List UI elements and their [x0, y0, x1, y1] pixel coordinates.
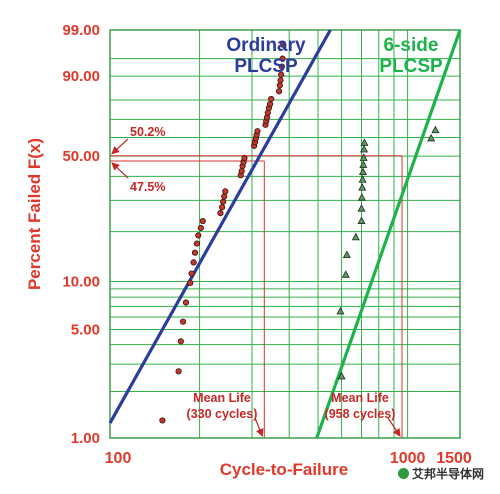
data-point-ordinary [275, 88, 283, 95]
data-point-6side [357, 216, 366, 224]
data-point-ordinary [217, 210, 224, 217]
data-point-6side [359, 153, 368, 161]
mean-life-label-line: (958 cycles) [325, 407, 396, 421]
data-point-ordinary [277, 77, 284, 84]
data-point-6side [360, 138, 369, 146]
watermark-text: 艾邦半导体网 [412, 467, 485, 481]
data-point-6side [358, 167, 367, 176]
data-point-6side [357, 193, 366, 201]
data-point-ordinary [278, 71, 285, 78]
arrow-mean-life-6side [387, 417, 401, 437]
data-point-ordinary [197, 224, 204, 232]
y-axis-title: Percent Failed F(x) [25, 138, 44, 290]
data-point-ordinary [280, 41, 287, 48]
arrow-mean-life-ordinary [254, 417, 264, 437]
y-tick-label: 10.00 [62, 274, 100, 291]
data-point-6side [358, 183, 367, 191]
series-label-6side: 6-side PLCSP [379, 35, 443, 77]
arrow-47-5 [111, 162, 129, 179]
data-point-ordinary [191, 249, 199, 256]
data-point-ordinary [188, 270, 195, 277]
series-label-line: PLCSP [234, 56, 298, 77]
y-tick-label: 5.00 [71, 321, 100, 338]
data-point-6side [360, 144, 369, 153]
data-point-ordinary [278, 63, 285, 70]
series-label-line: PLCSP [379, 56, 443, 77]
data-point-ordinary [266, 100, 274, 108]
data-point-ordinary [254, 128, 261, 135]
data-point-ordinary [182, 299, 190, 306]
data-point-6side [351, 232, 360, 241]
y-tick-label: 99.00 [62, 22, 100, 39]
data-point-ordinary [221, 193, 228, 200]
series-label-ordinary: Ordinary PLCSP [226, 35, 306, 77]
data-point-6side [431, 125, 440, 134]
mean-life-label-line: Mean Life [331, 391, 389, 405]
mean-life-label-ordinary: Mean Life (330 cycles) [187, 391, 258, 421]
data-point-6side [341, 270, 350, 278]
data-point-ordinary [175, 368, 182, 375]
series-label-line: 6-side [384, 35, 439, 56]
data-point-ordinary [218, 204, 226, 211]
data-point-6side [336, 306, 345, 315]
data-point-6side [359, 160, 368, 168]
mean-life-label-6side: Mean Life (958 cycles) [325, 391, 396, 421]
data-point-6side [357, 204, 366, 212]
data-point-6side [427, 133, 436, 142]
data-point-ordinary [241, 154, 248, 162]
data-point-ordinary [187, 279, 194, 287]
y-tick-label: 1.00 [71, 430, 100, 447]
arrow-50-2 [111, 138, 129, 155]
x-tick-label: 1000 [390, 450, 426, 467]
data-point-ordinary [268, 95, 275, 103]
x-tick-label: 100 [105, 450, 132, 467]
data-point-ordinary [177, 338, 184, 345]
fit-line-6side [315, 29, 462, 439]
data-point-ordinary [193, 240, 201, 247]
x-axis-title: Cycle-to-Failure [220, 460, 348, 479]
y-tick-label: 90.00 [62, 68, 100, 85]
reference-label-50-2: 50.2% [130, 125, 165, 139]
data-point-ordinary [238, 167, 245, 175]
data-point-ordinary [222, 188, 229, 195]
mean-life-label-line: (330 cycles) [187, 407, 258, 421]
data-point-6side [342, 250, 351, 259]
mean-life-label-line: Mean Life [193, 391, 251, 405]
data-point-ordinary [220, 198, 227, 205]
plot-area-frame [109, 29, 461, 439]
fit-line-ordinary [108, 29, 332, 424]
series-label-line: Ordinary [226, 35, 306, 56]
watermark: 艾邦半导体网 [398, 465, 484, 482]
reference-label-47-5: 47.5% [130, 180, 165, 194]
data-point-ordinary [159, 417, 166, 424]
y-tick-label: 50.00 [62, 148, 100, 165]
data-point-ordinary [179, 318, 187, 325]
watermark-logo-icon [398, 468, 409, 479]
data-point-ordinary [195, 232, 202, 239]
x-tick-label: 1500 [436, 450, 472, 467]
data-point-ordinary [199, 217, 206, 225]
data-point-6side [337, 371, 346, 380]
data-point-ordinary [190, 259, 197, 266]
data-point-ordinary [276, 82, 283, 89]
data-point-6side [358, 175, 367, 183]
data-point-ordinary [279, 55, 286, 62]
